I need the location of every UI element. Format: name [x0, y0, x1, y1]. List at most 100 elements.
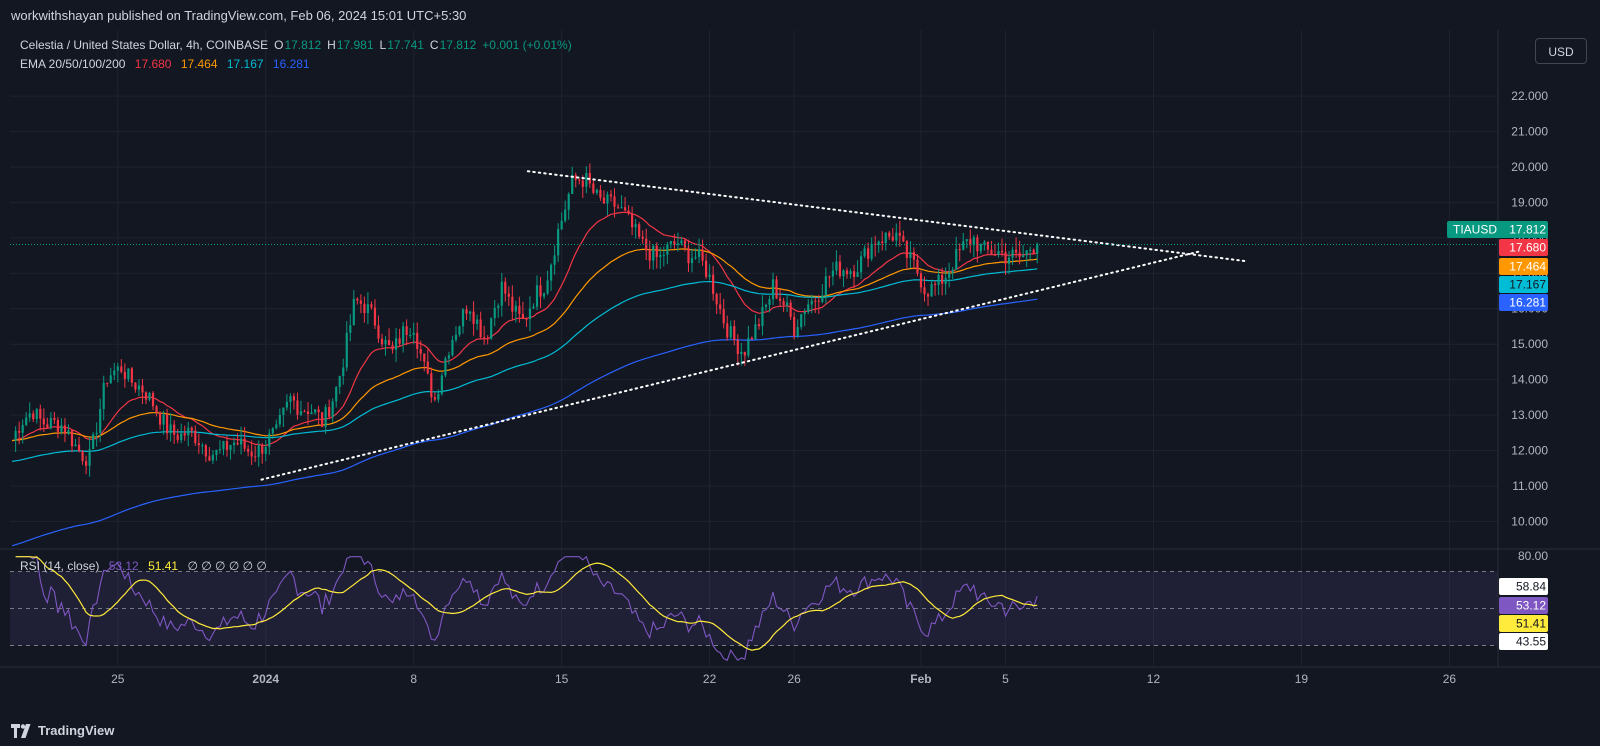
- candle-body: [704, 260, 708, 277]
- candle-body: [39, 408, 42, 419]
- candle-body: [807, 304, 810, 312]
- candle-body: [923, 287, 926, 295]
- candle-body: [542, 293, 546, 297]
- candle-body: [497, 305, 500, 308]
- candle-body: [793, 316, 796, 337]
- tradingview-brand: TradingView: [38, 723, 115, 738]
- candle-body: [986, 241, 990, 250]
- date-tick: 22: [703, 672, 717, 686]
- candle-body: [655, 245, 658, 258]
- rsi-scale-label: 80.00: [1518, 549, 1548, 563]
- candle-body: [437, 393, 440, 400]
- candle-body: [592, 183, 595, 193]
- low-value: 17.741: [387, 38, 424, 52]
- date-tick: 25: [111, 672, 125, 686]
- candle-body: [687, 247, 690, 264]
- currency-button[interactable]: USD: [1535, 38, 1587, 64]
- candle-body: [25, 417, 28, 426]
- price-tag-value: 17.680: [1509, 241, 1546, 255]
- candle-body: [944, 277, 947, 284]
- candle-body: [874, 243, 877, 245]
- candle-body: [824, 276, 827, 296]
- candle-body: [130, 368, 133, 383]
- candles: [14, 163, 1039, 477]
- candle-body: [282, 407, 285, 415]
- rsi-extra-values: ∅ ∅ ∅ ∅ ∅ ∅: [187, 559, 267, 573]
- candle-body: [905, 241, 908, 258]
- candle-body: [511, 296, 514, 312]
- candle-body: [137, 385, 141, 390]
- candle-body: [669, 241, 672, 245]
- trendline[interactable]: [526, 170, 1248, 263]
- candle-body: [84, 461, 88, 466]
- candle-body: [229, 445, 232, 450]
- candle-body: [919, 273, 923, 288]
- candle-body: [345, 332, 348, 368]
- candle-body: [627, 210, 630, 214]
- candle-body: [941, 274, 944, 284]
- candle-body: [116, 366, 119, 371]
- candle-body: [123, 371, 126, 379]
- candle-body: [821, 295, 824, 302]
- rsi-background: [10, 571, 1498, 646]
- candle-body: [697, 249, 701, 257]
- candle-body: [303, 411, 306, 413]
- tradingview-logo[interactable]: TradingView: [11, 723, 114, 738]
- candle-body: [683, 240, 687, 248]
- candle-body: [433, 397, 436, 400]
- candle-body: [21, 425, 24, 433]
- candle-body: [483, 337, 486, 339]
- candle-body: [444, 358, 447, 376]
- candle-body: [539, 285, 542, 297]
- candle-body: [257, 445, 260, 457]
- price-tick: 21.000: [1511, 125, 1548, 139]
- trendline[interactable]: [260, 250, 1201, 481]
- candle-body: [504, 281, 507, 294]
- candle-body: [1032, 249, 1035, 254]
- candle-body: [694, 256, 697, 259]
- candle-body: [32, 413, 35, 420]
- symbol-title[interactable]: Celestia / United States Dollar, 4h, COI…: [20, 38, 269, 52]
- candle-body: [831, 270, 835, 277]
- ema20-value: 17.680: [134, 57, 172, 71]
- candle-body: [585, 173, 588, 187]
- candle-body: [247, 448, 250, 452]
- candle-body: [937, 274, 940, 285]
- candle-body: [803, 311, 806, 315]
- candle-body: [771, 279, 775, 300]
- candle-body: [849, 271, 852, 275]
- trendlines[interactable]: [10, 170, 1498, 481]
- candle-body: [204, 445, 207, 457]
- candle-body: [528, 308, 532, 320]
- candle-body: [313, 409, 317, 413]
- symbol-legend[interactable]: Celestia / United States Dollar, 4h, COI…: [20, 38, 578, 52]
- candle-body: [454, 334, 458, 340]
- open-label: O: [274, 38, 284, 52]
- candle-body: [1018, 252, 1021, 258]
- candle-body: [641, 236, 644, 239]
- ohlc-values: O17.812 H17.981 L17.741 C17.812 +0.001 (+0.0…: [274, 38, 578, 52]
- ema-label[interactable]: EMA 20/50/100/200: [20, 57, 126, 71]
- candle-body: [574, 175, 577, 180]
- grid: [10, 30, 1498, 666]
- candle-body: [127, 368, 130, 379]
- rsi-label[interactable]: RSI (14, close): [20, 559, 100, 573]
- candle-body: [197, 443, 200, 446]
- rsi-legend[interactable]: RSI (14, close) 53.12 51.41 ∅ ∅ ∅ ∅ ∅ ∅: [20, 559, 273, 573]
- date-tick: 8: [410, 672, 417, 686]
- price-tick: 19.000: [1511, 195, 1548, 209]
- candle-body: [662, 254, 665, 256]
- candle-body: [394, 338, 398, 350]
- rsi-value: 53.12: [108, 559, 139, 573]
- candle-body: [356, 298, 359, 301]
- candle-body: [930, 283, 933, 297]
- candle-body: [867, 248, 870, 259]
- ema-legend[interactable]: EMA 20/50/100/200 17.680 17.464 17.167 1…: [20, 57, 316, 71]
- candle-body: [500, 281, 503, 306]
- candle-body: [317, 409, 320, 413]
- candle-body: [264, 447, 267, 454]
- close-label: C: [429, 38, 439, 52]
- candle-body: [465, 309, 468, 314]
